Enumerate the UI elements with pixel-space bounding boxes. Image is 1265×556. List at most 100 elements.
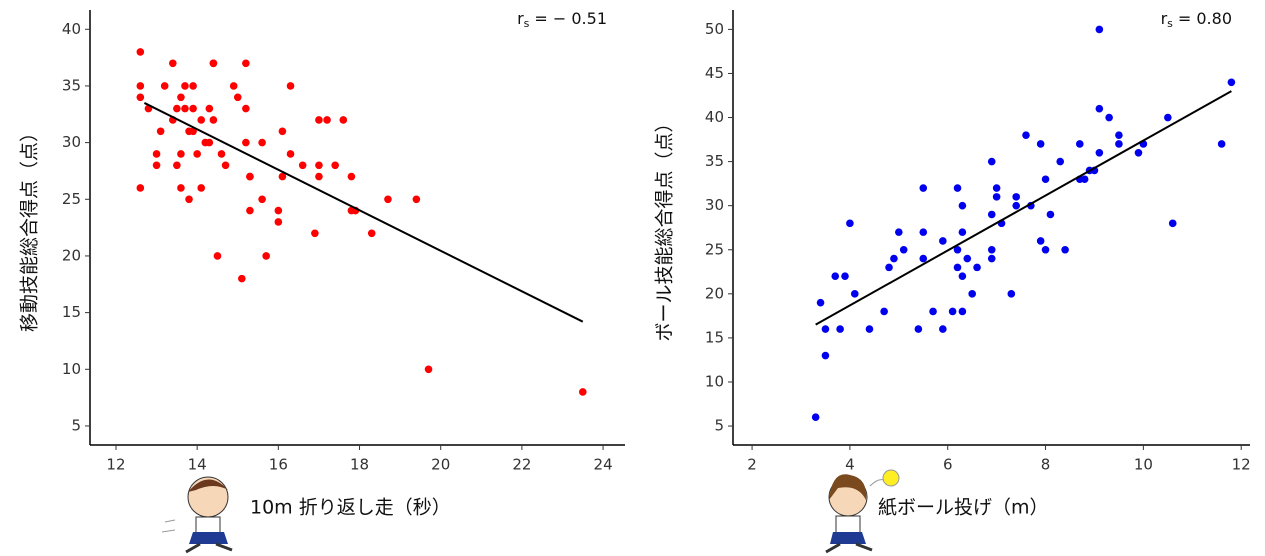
point	[880, 307, 888, 316]
point	[821, 351, 830, 360]
point	[286, 150, 295, 158]
point	[919, 184, 928, 192]
point	[213, 252, 222, 260]
y-tick-label: 10	[62, 360, 81, 378]
point	[274, 206, 283, 215]
annotation-subscript: s	[524, 17, 530, 30]
point	[973, 263, 981, 272]
y-tick-label: 25	[705, 240, 724, 258]
y-tick-label: 30	[705, 196, 724, 214]
point	[286, 82, 295, 90]
point	[315, 172, 323, 181]
annotation-symbol: r	[1161, 9, 1168, 28]
point	[958, 228, 967, 236]
point	[1115, 131, 1123, 139]
point	[136, 93, 145, 102]
point	[919, 228, 928, 236]
point	[1036, 237, 1045, 245]
annotation-text: = − 0.51	[534, 9, 607, 28]
point	[919, 254, 928, 263]
x-tick-label: 18	[350, 456, 369, 474]
point	[209, 59, 218, 68]
point	[914, 325, 923, 333]
point	[953, 263, 962, 272]
point	[948, 307, 957, 316]
point	[1056, 157, 1065, 166]
y-axis-label: ボール技能総合得点（点）	[654, 113, 676, 341]
point	[831, 272, 840, 281]
point	[315, 161, 323, 170]
point	[278, 172, 287, 181]
point	[953, 245, 962, 254]
point	[1134, 148, 1143, 157]
annotation: rs = 0.80	[1161, 9, 1232, 31]
point	[238, 274, 246, 283]
point	[412, 195, 421, 204]
point	[987, 157, 996, 166]
point	[246, 172, 254, 181]
point	[311, 229, 319, 238]
x-tick-label: 10	[1134, 456, 1153, 474]
point	[315, 116, 323, 124]
point	[185, 195, 193, 204]
point	[1036, 140, 1045, 148]
point	[189, 104, 197, 113]
point	[816, 298, 825, 307]
point	[821, 325, 830, 333]
point	[347, 172, 356, 181]
point	[193, 150, 201, 158]
point	[1095, 148, 1104, 157]
y-tick-label: 20	[62, 246, 81, 264]
point	[173, 104, 181, 113]
point	[331, 161, 339, 170]
point	[841, 272, 849, 281]
point	[939, 237, 947, 245]
y-tick-label: 50	[705, 20, 724, 38]
point	[1012, 201, 1021, 210]
y-tick-label: 35	[705, 152, 724, 170]
regression-line	[143, 102, 584, 323]
point	[929, 307, 937, 316]
point	[173, 161, 181, 170]
point	[278, 127, 287, 136]
x-tick-label: 14	[188, 456, 207, 474]
point	[1080, 175, 1089, 184]
point	[160, 82, 169, 90]
point	[1012, 193, 1021, 201]
point	[246, 206, 254, 215]
point	[233, 93, 242, 102]
x-tick-label: 2	[747, 456, 757, 474]
point	[1227, 78, 1236, 87]
x-tick-label: 4	[845, 456, 855, 474]
point	[242, 59, 250, 68]
point	[811, 413, 820, 422]
annotation-text: = 0.80	[1178, 9, 1232, 28]
point	[1217, 140, 1226, 148]
point	[968, 290, 976, 298]
point	[1115, 140, 1123, 148]
point	[850, 290, 859, 298]
point	[229, 82, 238, 90]
x-axis-label: 紙ボール投げ（m）	[878, 497, 1049, 519]
point	[578, 388, 587, 396]
y-tick-label: 15	[62, 303, 81, 321]
point	[1164, 113, 1172, 122]
point	[939, 325, 947, 333]
point	[189, 127, 197, 136]
point	[197, 184, 206, 192]
point	[992, 184, 1001, 192]
point	[177, 150, 185, 158]
point	[987, 245, 996, 254]
y-tick-label: 25	[62, 190, 81, 208]
point	[242, 104, 250, 113]
point	[221, 161, 230, 170]
point	[1046, 210, 1055, 219]
point	[209, 116, 218, 124]
point	[1061, 245, 1069, 254]
annotation-symbol: r	[517, 9, 524, 28]
point	[865, 325, 874, 333]
point	[205, 138, 214, 147]
regression-line	[815, 90, 1232, 326]
y-tick-label: 10	[705, 372, 724, 390]
point	[156, 127, 165, 136]
